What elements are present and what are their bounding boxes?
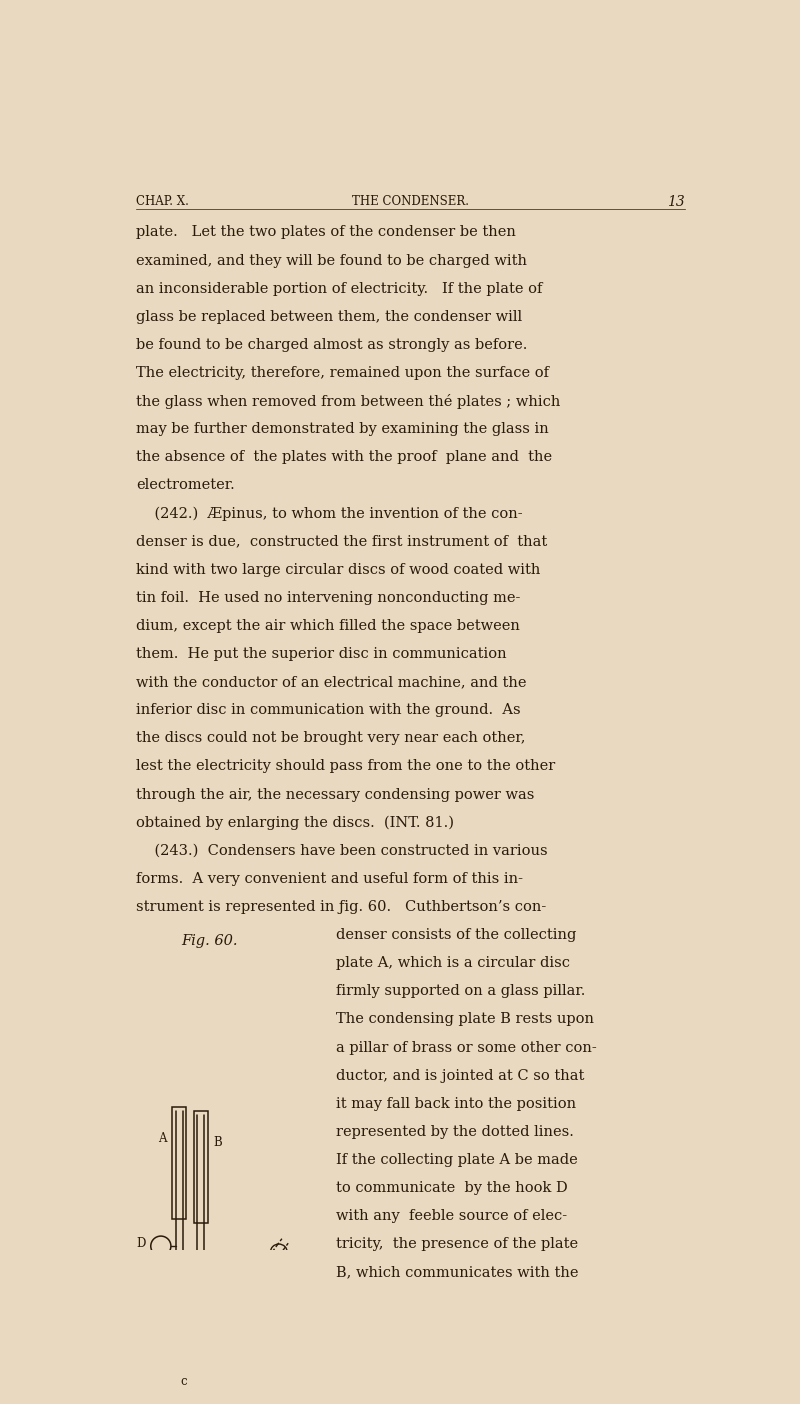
Text: inferior disc in communication with the ground.  As: inferior disc in communication with the … [137,703,521,717]
Text: a pillar of brass or some other con-: a pillar of brass or some other con- [336,1040,597,1054]
Text: the absence of  the plates with the proof  plane and  the: the absence of the plates with the proof… [137,451,553,465]
Text: ductor, and is jointed at C so that: ductor, and is jointed at C so that [336,1068,585,1082]
Bar [172,1108,186,1219]
Text: through the air, the necessary condensing power was: through the air, the necessary condensin… [137,788,534,802]
Text: the glass when removed from between thé plates ; which: the glass when removed from between thé … [137,395,561,409]
Text: denser is due,  constructed the first instrument of  that: denser is due, constructed the first ins… [137,535,548,549]
Text: kind with two large circular discs of wood coated with: kind with two large circular discs of wo… [137,563,541,577]
Text: them.  He put the superior disc in communication: them. He put the superior disc in commun… [137,647,507,661]
Text: an inconsiderable portion of electricity.   If the plate of: an inconsiderable portion of electricity… [137,282,542,296]
Text: 13: 13 [667,195,685,209]
Text: dium, except the air which filled the space between: dium, except the air which filled the sp… [137,619,520,633]
Text: to communicate  by the hook D: to communicate by the hook D [336,1181,568,1195]
Text: denser consists of the collecting: denser consists of the collecting [336,928,577,942]
Text: (242.)  Æpinus, to whom the invention of the con-: (242.) Æpinus, to whom the invention of … [137,507,523,521]
Text: glass be replaced between them, the condenser will: glass be replaced between them, the cond… [137,310,522,324]
Text: (243.)  Condensers have been constructed in various: (243.) Condensers have been constructed … [137,844,548,858]
Text: electrometer.: electrometer. [137,479,235,493]
Bar [150,1389,250,1400]
Text: represented by the dotted lines.: represented by the dotted lines. [336,1125,574,1139]
Text: may be further demonstrated by examining the glass in: may be further demonstrated by examining… [137,423,549,437]
Text: be found to be charged almost as strongly as before.: be found to be charged almost as strongl… [137,338,528,352]
Text: CHAP. X.: CHAP. X. [137,195,190,208]
Text: firmly supported on a glass pillar.: firmly supported on a glass pillar. [336,984,586,998]
Text: examined, and they will be found to be charged with: examined, and they will be found to be c… [137,254,527,268]
Text: obtained by enlarging the discs.  (INT. 81.): obtained by enlarging the discs. (INT. 8… [137,816,454,830]
Text: c: c [180,1376,187,1389]
Text: plate.   Let the two plates of the condenser be then: plate. Let the two plates of the condens… [137,226,516,240]
Text: The electricity, therefore, remained upon the surface of: The electricity, therefore, remained upo… [137,366,550,380]
Text: THE CONDENSER.: THE CONDENSER. [352,195,470,208]
Text: with any  feeble source of elec-: with any feeble source of elec- [336,1209,567,1223]
Text: Fig. 60.: Fig. 60. [182,934,238,948]
Text: B, which communicates with the: B, which communicates with the [336,1265,579,1279]
Text: lest the electricity should pass from the one to the other: lest the electricity should pass from th… [137,760,556,774]
Text: If the collecting plate A be made: If the collecting plate A be made [336,1153,578,1167]
Bar [194,1112,208,1223]
Text: strument is represented in ƒig. 60.   Cuthbertson’s con-: strument is represented in ƒig. 60. Cuth… [137,900,546,914]
Text: tin foil.  He used no intervening nonconducting me-: tin foil. He used no intervening noncond… [137,591,521,605]
Text: D: D [136,1237,146,1250]
Text: tricity,  the presence of the plate: tricity, the presence of the plate [336,1237,578,1251]
Text: with the conductor of an electrical machine, and the: with the conductor of an electrical mach… [137,675,527,689]
Text: plate A, which is a circular disc: plate A, which is a circular disc [336,956,570,970]
Bar [141,1400,261,1404]
Text: the discs could not be brought very near each other,: the discs could not be brought very near… [137,731,526,746]
Text: B: B [213,1136,222,1148]
Text: it may fall back into the position: it may fall back into the position [336,1097,577,1111]
Text: The condensing plate B rests upon: The condensing plate B rests upon [336,1012,594,1026]
Text: forms.  A very convenient and useful form of this in-: forms. A very convenient and useful form… [137,872,523,886]
Text: A: A [158,1132,166,1146]
